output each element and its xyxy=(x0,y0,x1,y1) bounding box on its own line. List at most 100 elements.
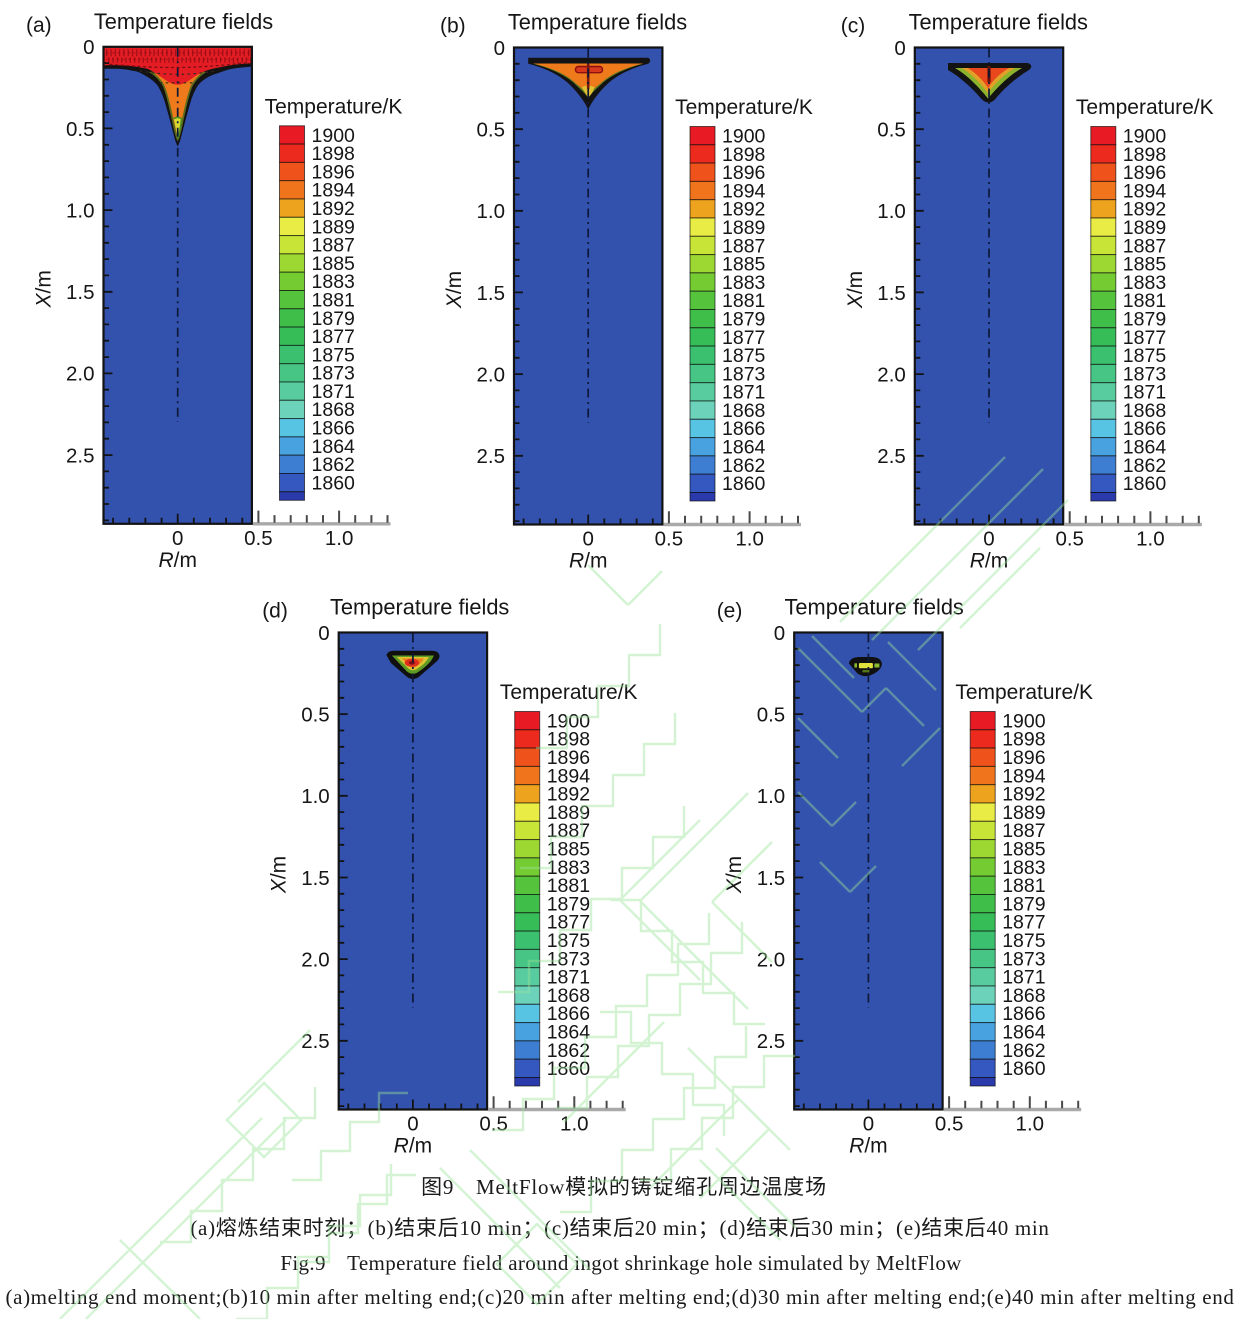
svg-text:1866: 1866 xyxy=(312,418,355,440)
svg-text:1871: 1871 xyxy=(312,381,355,403)
svg-text:1889: 1889 xyxy=(312,216,355,238)
svg-text:0: 0 xyxy=(983,528,994,551)
svg-text:1879: 1879 xyxy=(312,308,355,330)
svg-text:(a): (a) xyxy=(26,14,52,37)
svg-text:1887: 1887 xyxy=(547,820,590,842)
svg-text:1877: 1877 xyxy=(1123,327,1166,349)
svg-text:2.5: 2.5 xyxy=(66,444,95,467)
svg-text:0.5: 0.5 xyxy=(655,528,684,551)
svg-text:1873: 1873 xyxy=(312,363,355,385)
svg-text:1864: 1864 xyxy=(1002,1022,1046,1044)
svg-text:1883: 1883 xyxy=(547,857,590,879)
svg-text:1894: 1894 xyxy=(547,765,591,787)
svg-text:1881: 1881 xyxy=(1002,875,1045,897)
svg-text:1868: 1868 xyxy=(722,400,765,422)
svg-text:1868: 1868 xyxy=(1002,985,1045,1007)
svg-text:1.0: 1.0 xyxy=(560,1113,589,1136)
svg-text:1862: 1862 xyxy=(547,1040,590,1062)
svg-text:1881: 1881 xyxy=(722,290,765,312)
svg-text:1900: 1900 xyxy=(722,126,766,148)
svg-text:(c): (c) xyxy=(841,15,866,38)
svg-text:1868: 1868 xyxy=(547,985,590,1007)
svg-text:1898: 1898 xyxy=(722,144,765,166)
svg-text:0: 0 xyxy=(863,1113,874,1136)
svg-text:1879: 1879 xyxy=(547,893,590,915)
svg-text:1.5: 1.5 xyxy=(477,282,506,305)
svg-text:(a)熔炼结束时刻；(b)结束后10 min；(c)结束后2: (a)熔炼结束时刻；(b)结束后10 min；(c)结束后20 min；(d)结… xyxy=(190,1216,1049,1240)
svg-text:0: 0 xyxy=(83,36,94,59)
svg-text:Temperature fields: Temperature fields xyxy=(785,595,964,620)
svg-text:1875: 1875 xyxy=(1002,930,1046,952)
svg-text:0: 0 xyxy=(582,528,593,551)
svg-text:1871: 1871 xyxy=(1002,967,1045,989)
svg-text:1892: 1892 xyxy=(722,199,765,221)
svg-text:1879: 1879 xyxy=(722,308,765,330)
svg-text:X/m: X/m xyxy=(33,270,56,308)
svg-text:Temperature/K: Temperature/K xyxy=(675,96,813,119)
svg-text:1894: 1894 xyxy=(1123,180,1167,202)
svg-text:0: 0 xyxy=(172,527,183,550)
svg-text:1.5: 1.5 xyxy=(301,867,330,890)
svg-text:1898: 1898 xyxy=(1123,144,1166,166)
svg-text:1896: 1896 xyxy=(547,747,590,769)
svg-text:1877: 1877 xyxy=(722,327,765,349)
svg-text:R/m: R/m xyxy=(394,1135,433,1158)
svg-text:1898: 1898 xyxy=(1002,729,1045,751)
svg-text:1885: 1885 xyxy=(547,839,591,861)
svg-text:(d): (d) xyxy=(262,600,288,623)
svg-text:1883: 1883 xyxy=(312,271,355,293)
svg-text:0.5: 0.5 xyxy=(66,118,95,141)
svg-text:1900: 1900 xyxy=(1123,126,1167,148)
svg-text:1883: 1883 xyxy=(1123,272,1166,294)
svg-text:1889: 1889 xyxy=(1002,802,1045,824)
svg-text:1860: 1860 xyxy=(1123,473,1167,495)
svg-text:2.0: 2.0 xyxy=(477,363,506,386)
svg-text:Temperature fields: Temperature fields xyxy=(94,9,273,34)
svg-text:1860: 1860 xyxy=(312,472,356,494)
svg-text:1868: 1868 xyxy=(1123,400,1166,422)
svg-text:(b): (b) xyxy=(440,15,466,38)
svg-text:1862: 1862 xyxy=(722,455,765,477)
svg-text:1.0: 1.0 xyxy=(1016,1113,1045,1136)
svg-text:1862: 1862 xyxy=(1002,1040,1045,1062)
svg-text:1894: 1894 xyxy=(722,180,766,202)
svg-text:1864: 1864 xyxy=(547,1022,591,1044)
svg-text:1877: 1877 xyxy=(1002,912,1045,934)
svg-text:1.5: 1.5 xyxy=(877,282,906,305)
svg-text:1860: 1860 xyxy=(722,473,766,495)
svg-text:1860: 1860 xyxy=(547,1058,591,1080)
svg-text:1879: 1879 xyxy=(1123,308,1166,330)
svg-text:1864: 1864 xyxy=(312,436,356,458)
svg-text:X/m: X/m xyxy=(723,856,746,894)
svg-text:Temperature fields: Temperature fields xyxy=(909,10,1088,35)
svg-text:1883: 1883 xyxy=(722,272,765,294)
svg-text:1877: 1877 xyxy=(547,912,590,934)
svg-text:1881: 1881 xyxy=(547,875,590,897)
svg-text:1885: 1885 xyxy=(722,254,766,276)
svg-text:Temperature/K: Temperature/K xyxy=(955,681,1093,704)
svg-text:X/m: X/m xyxy=(844,271,867,309)
svg-text:0.5: 0.5 xyxy=(1055,528,1084,551)
svg-text:1887: 1887 xyxy=(1002,820,1045,842)
svg-text:1862: 1862 xyxy=(1123,455,1166,477)
svg-text:1879: 1879 xyxy=(1002,893,1045,915)
svg-text:1.0: 1.0 xyxy=(301,785,330,808)
svg-text:1.0: 1.0 xyxy=(757,785,786,808)
svg-text:1.0: 1.0 xyxy=(735,528,764,551)
svg-text:1887: 1887 xyxy=(1123,235,1166,257)
svg-text:1885: 1885 xyxy=(1123,254,1167,276)
svg-text:1868: 1868 xyxy=(312,399,355,421)
svg-text:1866: 1866 xyxy=(547,1003,590,1025)
svg-text:0.5: 0.5 xyxy=(301,703,330,726)
svg-text:Fig.9 Temperature field around: Fig.9 Temperature field around ingot shr… xyxy=(280,1251,962,1275)
svg-text:X/m: X/m xyxy=(268,856,291,894)
svg-text:1885: 1885 xyxy=(1002,839,1046,861)
svg-text:1860: 1860 xyxy=(1002,1058,1046,1080)
svg-text:1875: 1875 xyxy=(312,344,356,366)
svg-text:1898: 1898 xyxy=(547,729,590,751)
svg-text:1892: 1892 xyxy=(547,784,590,806)
svg-text:X/m: X/m xyxy=(443,271,466,309)
svg-text:2.0: 2.0 xyxy=(66,363,95,386)
svg-text:0: 0 xyxy=(407,1113,418,1136)
svg-text:0: 0 xyxy=(774,622,785,645)
